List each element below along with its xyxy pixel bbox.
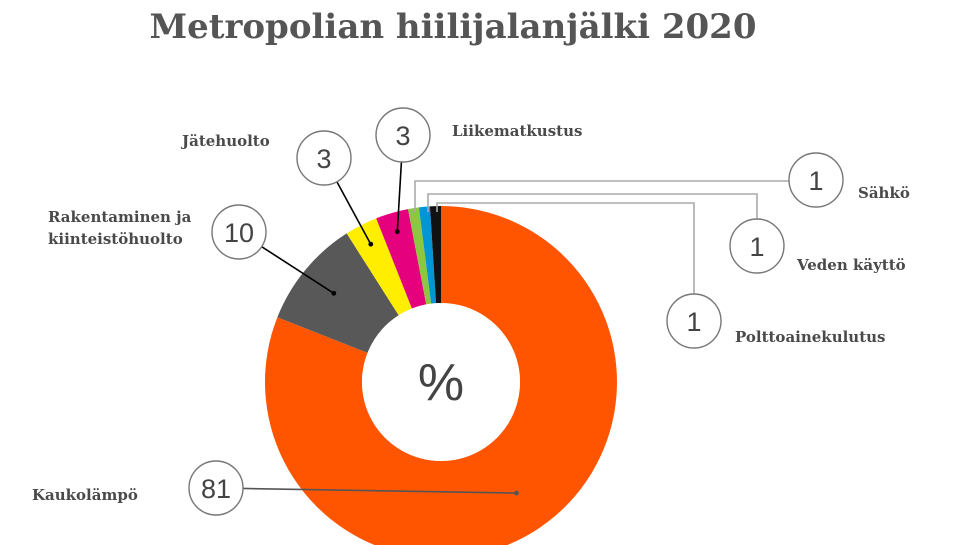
donut-hole bbox=[362, 303, 520, 461]
slice-jatehuolto bbox=[346, 218, 412, 316]
leader-line-jatehuolto bbox=[336, 181, 372, 245]
callouts-group: 81 Kaukolämpö 10 Rakentaminen ja kiinteistöh… bbox=[32, 107, 910, 516]
value-label-liikematkustus: 3 bbox=[395, 121, 410, 151]
value-label-kaukolampo: 81 bbox=[201, 474, 231, 504]
category-label-polttoainekulutus: Polttoainekulutus bbox=[735, 328, 886, 346]
slice-kaukolampo bbox=[265, 206, 617, 545]
value-label-polttoainekulutus: 1 bbox=[686, 307, 701, 337]
category-label-sahko: Sähkö bbox=[858, 184, 910, 202]
center-label: % bbox=[418, 354, 464, 412]
value-bubble-rakentaminen-ja-kiinteistohuolto bbox=[211, 204, 267, 260]
value-label-veden-kaytto: 1 bbox=[749, 232, 764, 262]
value-bubble-veden-kaytto bbox=[729, 218, 785, 274]
slice-rakentaminen-ja-kiinteistohuolto bbox=[277, 233, 399, 353]
category-label-jatehuolto: Jätehuolto bbox=[180, 132, 270, 150]
value-bubble-sahko bbox=[788, 152, 844, 208]
category-label-liikematkustus: Liikematkustus bbox=[452, 122, 582, 140]
slices-group bbox=[265, 206, 617, 545]
slice-sahko bbox=[408, 207, 432, 305]
leader-line-liikematkustus bbox=[396, 161, 403, 232]
leader-line-veden-kaytto bbox=[427, 193, 758, 219]
leader-line-sahko bbox=[414, 180, 789, 213]
leader-line-rakentaminen-ja-kiinteistohuolto bbox=[261, 245, 335, 294]
value-bubble-polttoainekulutus bbox=[666, 293, 722, 349]
value-bubble-liikematkustus bbox=[375, 107, 431, 163]
category-label-veden-kaytto: Veden käyttö bbox=[796, 256, 906, 274]
leader-line-kaukolampo bbox=[242, 487, 517, 494]
value-bubble-jatehuolto bbox=[296, 130, 352, 186]
slice-veden-kaytto bbox=[418, 206, 437, 304]
slice-liikematkustus bbox=[376, 209, 427, 309]
chart-title: Metropolian hiilijalanjälki 2020 bbox=[149, 7, 756, 47]
leader-line-polttoainekulutus bbox=[436, 202, 695, 294]
slice-polttoainekulutus bbox=[429, 206, 441, 304]
category-label-rakentaminen-ja-kiinteistohuolto: Rakentaminen ja kiinteistöhuolto bbox=[48, 208, 192, 248]
value-label-jatehuolto: 3 bbox=[316, 144, 331, 174]
value-label-sahko: 1 bbox=[808, 166, 823, 196]
category-label-kaukolampo: Kaukolämpö bbox=[32, 486, 138, 504]
value-label-rakentaminen-ja-kiinteistohuolto: 10 bbox=[224, 218, 254, 248]
value-bubble-kaukolampo bbox=[188, 460, 244, 516]
